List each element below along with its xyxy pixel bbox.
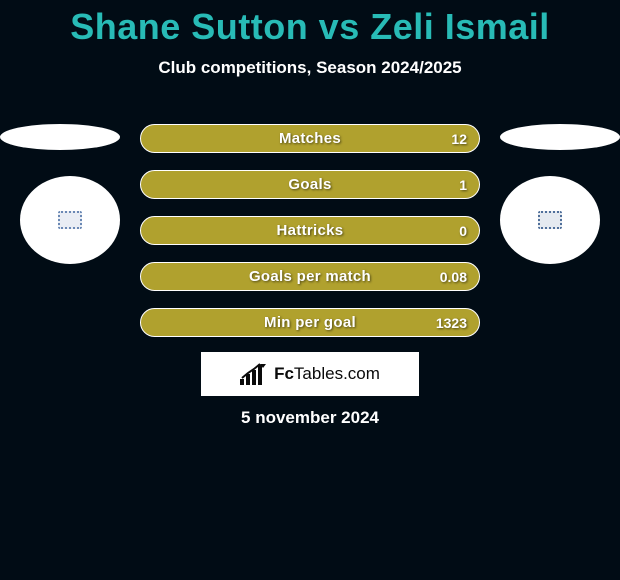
stat-label: Goals per match	[141, 263, 479, 290]
stat-bar-hattricks: Hattricks 0	[140, 216, 480, 245]
stat-value: 1	[459, 171, 467, 198]
player-left-avatar	[20, 176, 120, 264]
page-subtitle: Club competitions, Season 2024/2025	[0, 58, 620, 78]
stat-value: 0.08	[440, 263, 467, 290]
brand-text: FcTables.com	[274, 364, 380, 384]
brand-bars-icon	[240, 363, 268, 385]
date-text: 5 november 2024	[0, 408, 620, 428]
stat-value: 12	[451, 125, 467, 152]
stat-label: Goals	[141, 171, 479, 198]
stat-label: Matches	[141, 125, 479, 152]
stat-label: Hattricks	[141, 217, 479, 244]
placeholder-icon	[538, 211, 562, 229]
stat-value: 1323	[436, 309, 467, 336]
placeholder-icon	[58, 211, 82, 229]
player-right-avatar	[500, 176, 600, 264]
stat-value: 0	[459, 217, 467, 244]
brand-prefix: Fc	[274, 364, 294, 383]
stat-bar-matches: Matches 12	[140, 124, 480, 153]
stat-bar-goals: Goals 1	[140, 170, 480, 199]
brand-suffix: Tables.com	[294, 364, 380, 383]
stat-bar-min-per-goal: Min per goal 1323	[140, 308, 480, 337]
player-right-ellipse	[500, 124, 620, 150]
stat-bar-goals-per-match: Goals per match 0.08	[140, 262, 480, 291]
brand-strip: FcTables.com	[201, 352, 419, 396]
page-title: Shane Sutton vs Zeli Ismail	[0, 0, 620, 48]
stat-bars: Matches 12 Goals 1 Hattricks 0 Goals per…	[140, 124, 480, 354]
player-left-ellipse	[0, 124, 120, 150]
stat-label: Min per goal	[141, 309, 479, 336]
